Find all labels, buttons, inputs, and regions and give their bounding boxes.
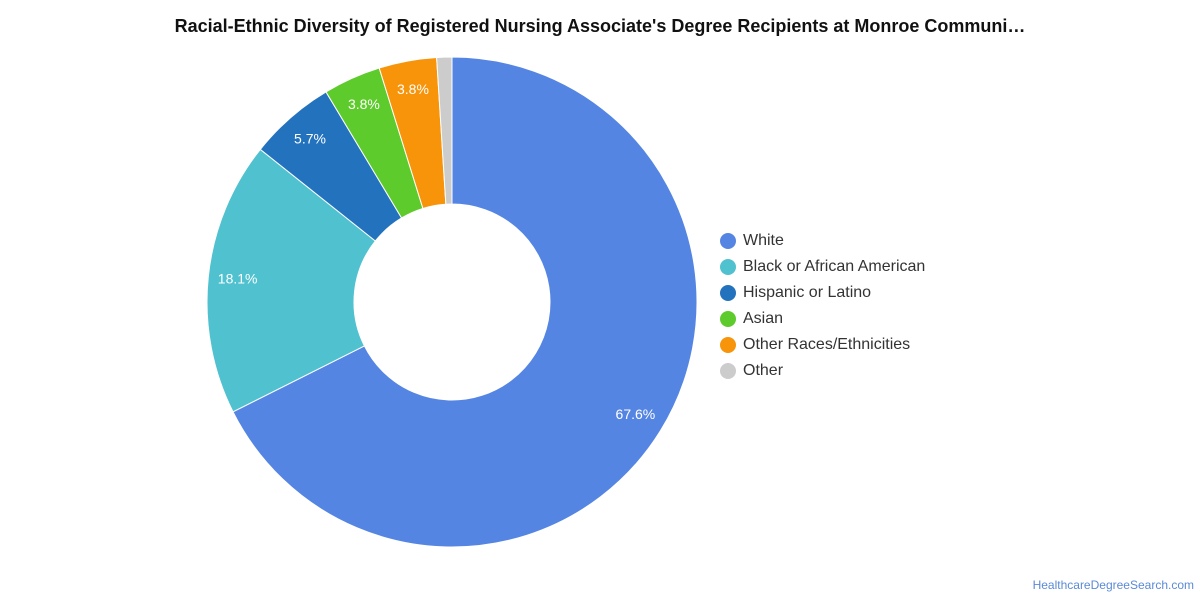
legend-swatch bbox=[720, 259, 736, 275]
legend-label: White bbox=[743, 232, 784, 249]
slice-white[interactable] bbox=[232, 56, 698, 548]
slice-label: 67.6% bbox=[616, 406, 656, 422]
chart-title: Racial-Ethnic Diversity of Registered Nu… bbox=[174, 16, 1026, 36]
slice-label: 3.8% bbox=[348, 96, 380, 112]
legend-item[interactable]: White bbox=[720, 228, 925, 254]
legend-swatch bbox=[720, 233, 736, 249]
legend-label: Hispanic or Latino bbox=[743, 284, 872, 301]
legend-swatch bbox=[720, 337, 736, 353]
legend-item[interactable]: Other Races/Ethnicities bbox=[720, 332, 925, 358]
slice-label: 5.7% bbox=[294, 131, 326, 147]
legend-label: Asian bbox=[743, 310, 784, 327]
donut-slices bbox=[206, 56, 698, 548]
legend-item[interactable]: Black or African American bbox=[720, 254, 925, 280]
slice-other[interactable] bbox=[436, 56, 453, 205]
legend-item[interactable]: Hispanic or Latino bbox=[720, 280, 925, 306]
legend-label: Other bbox=[743, 362, 784, 379]
source-link[interactable]: HealthcareDegreeSearch.com bbox=[1032, 578, 1194, 592]
slice-label: 18.1% bbox=[218, 270, 258, 286]
legend-swatch bbox=[720, 285, 736, 301]
legend-item[interactable]: Other bbox=[720, 358, 925, 384]
legend-label: Other Races/Ethnicities bbox=[743, 336, 911, 353]
legend-swatch bbox=[720, 311, 736, 327]
slice-label: 3.8% bbox=[397, 81, 429, 97]
legend-label: Black or African American bbox=[743, 258, 926, 275]
chart-legend: White Black or African American Hispanic o… bbox=[720, 228, 925, 384]
legend-swatch bbox=[720, 363, 736, 379]
legend-item[interactable]: Asian bbox=[720, 306, 925, 332]
slice-black-or-african-american[interactable] bbox=[206, 148, 377, 413]
donut-slice-labels: 67.6% 18.1% 5.7% 3.8% 3.8% bbox=[218, 81, 655, 422]
